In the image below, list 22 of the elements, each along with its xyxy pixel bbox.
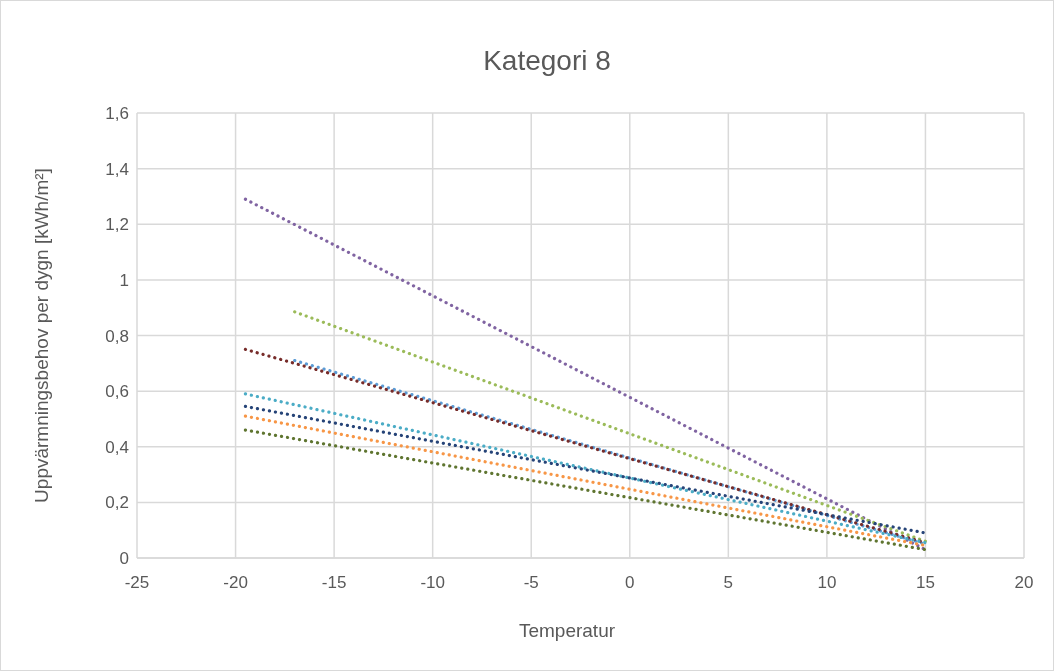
y-tick-label: 0,2 [105, 493, 129, 513]
x-tick-label: 10 [817, 573, 837, 592]
y-tick-label: 1,4 [105, 159, 129, 179]
x-tick-label: -25 [124, 573, 150, 592]
y-tick-label: 0,6 [105, 382, 129, 402]
x-tick-label: 0 [625, 573, 635, 592]
y-tick-label: 1,2 [105, 215, 129, 235]
y-tick-label: 1,6 [105, 104, 129, 123]
x-tick-label: -10 [420, 573, 445, 592]
x-tick-label: 5 [723, 573, 734, 592]
y-tick-label: 1 [119, 270, 129, 290]
y-axis-title: Uppvärmningsbehov per dygn [kWh/m²] [31, 168, 52, 503]
x-tick-label: 15 [915, 573, 935, 592]
x-tick-label: -5 [523, 573, 539, 592]
chart-title: Kategori 8 [483, 45, 611, 76]
x-axis-title: Temperatur [518, 620, 616, 641]
x-tick-label: 20 [1014, 573, 1034, 592]
y-tick-label: 0,4 [105, 437, 129, 457]
y-tick-label: 0,8 [105, 326, 129, 346]
x-tick-label: -20 [223, 573, 248, 592]
y-tick-label: 0 [119, 549, 129, 568]
x-tick-label: -15 [321, 573, 347, 592]
